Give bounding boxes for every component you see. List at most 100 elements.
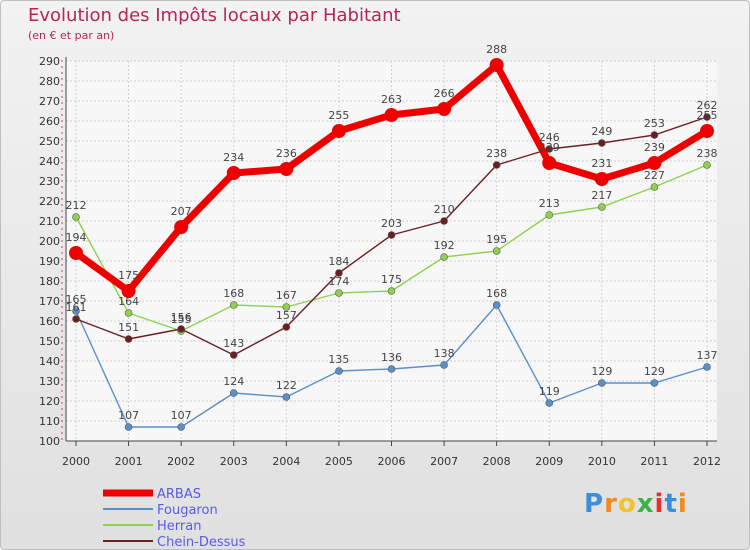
data-label-herran: 195	[486, 233, 507, 246]
data-label-chein-dessus: 262	[697, 99, 718, 112]
y-tick-label: 210	[39, 215, 60, 228]
logo-letter: x	[636, 489, 655, 519]
data-label-herran: 167	[276, 289, 297, 302]
data-label-arbas: 231	[591, 157, 612, 170]
point-chein-dessus	[72, 315, 80, 323]
y-tick-label: 110	[39, 415, 60, 428]
point-chein-dessus	[545, 145, 554, 153]
data-labels: 194 175 207 234 236 255 263 266 288 239 231 239 255 1…	[66, 43, 718, 422]
point-chein-dessus	[440, 217, 448, 225]
logo-letter: o	[617, 489, 637, 519]
logo-letter: t	[664, 489, 678, 519]
x-tick-label: 2000	[62, 455, 90, 468]
point-chein-dessus	[598, 139, 606, 147]
point-arbas	[489, 58, 504, 72]
y-tick-label: 240	[39, 155, 60, 168]
x-tick-label: 2012	[693, 455, 721, 468]
data-label-chein-dessus: 253	[644, 117, 665, 130]
data-label-arbas: 207	[171, 205, 192, 218]
point-arbas	[647, 156, 662, 170]
point-herran	[492, 247, 501, 255]
point-arbas	[226, 166, 241, 180]
point-herran	[124, 309, 133, 317]
data-label-fougaron: 119	[539, 385, 560, 398]
axes: 100 110 120 130 140 150 160 170 180 190 200 210 220 2…	[39, 55, 721, 468]
point-chein-dessus	[282, 323, 291, 331]
data-label-chein-dessus: 210	[434, 203, 455, 216]
point-herran	[545, 211, 554, 219]
y-tick-label: 160	[39, 315, 60, 328]
data-label-chein-dessus: 249	[591, 125, 612, 138]
point-herran	[387, 287, 396, 295]
point-fougaron	[282, 393, 291, 401]
data-label-arbas: 234	[223, 151, 244, 164]
x-tick-label: 2004	[272, 455, 300, 468]
legend-label-arbas: ARBAS	[157, 487, 201, 502]
point-chein-dessus	[703, 113, 711, 121]
data-label-fougaron: 107	[118, 409, 139, 422]
data-label-fougaron: 135	[328, 353, 349, 366]
data-label-arbas: 255	[697, 109, 718, 122]
y-tick-label: 150	[39, 335, 60, 348]
y-tick-label: 100	[39, 435, 60, 448]
point-fougaron	[335, 367, 343, 375]
y-tick-label: 280	[39, 75, 60, 88]
data-label-fougaron: 129	[591, 365, 612, 378]
data-label-chein-dessus: 157	[276, 309, 297, 322]
y-tick-label: 130	[39, 375, 60, 388]
y-tick-label: 170	[39, 295, 60, 308]
y-tick-label: 200	[39, 235, 60, 248]
data-label-arbas: 263	[381, 93, 402, 106]
grid	[66, 60, 717, 442]
point-chein-dessus	[124, 335, 133, 343]
x-tick-label: 2011	[640, 455, 668, 468]
data-label-fougaron: 129	[644, 365, 665, 378]
data-label-chein-dessus: 184	[328, 255, 349, 268]
data-label-chein-dessus: 161	[66, 301, 87, 314]
data-label-fougaron: 124	[223, 375, 244, 388]
data-label-chein-dessus: 238	[486, 147, 507, 160]
data-label-arbas: 288	[486, 43, 507, 56]
data-label-arbas: 266	[434, 87, 455, 100]
chart-subtitle: (en € et par an)	[28, 29, 115, 42]
data-label-chein-dessus: 156	[171, 311, 192, 324]
y-tick-label: 140	[39, 355, 60, 368]
data-label-herran: 175	[381, 273, 402, 286]
proxiti-logo: Proxiti	[584, 489, 688, 519]
logo-letter: i	[654, 489, 665, 519]
data-label-herran: 168	[223, 287, 244, 300]
point-herran	[703, 161, 711, 169]
chart-title: Evolution des Impôts locaux par Habitant	[28, 5, 401, 26]
point-chein-dessus	[492, 161, 501, 169]
data-label-fougaron: 138	[434, 347, 455, 360]
point-fougaron	[703, 363, 711, 371]
point-arbas	[542, 156, 557, 170]
data-label-herran: 192	[434, 239, 455, 252]
legend-label-fougaron: Fougaron	[157, 503, 218, 518]
data-label-herran: 227	[644, 169, 665, 182]
point-arbas	[331, 124, 346, 138]
data-label-arbas: 175	[118, 269, 139, 282]
y-tick-label: 260	[39, 115, 60, 128]
logo-letter: r	[604, 489, 618, 519]
x-tick-label: 2006	[378, 455, 406, 468]
data-label-herran: 212	[66, 199, 87, 212]
point-herran	[72, 213, 80, 221]
x-tick-label: 2002	[167, 455, 195, 468]
data-label-fougaron: 107	[171, 409, 192, 422]
data-label-chein-dessus: 143	[223, 337, 244, 350]
logo-letter: i	[677, 489, 688, 519]
point-chein-dessus	[387, 231, 396, 239]
x-tick-label: 2007	[430, 455, 458, 468]
data-label-herran: 238	[697, 147, 718, 160]
point-fougaron	[72, 307, 80, 315]
data-label-fougaron: 168	[486, 287, 507, 300]
point-herran	[650, 183, 659, 191]
legend-label-chein-dessus: Chein-Dessus	[157, 535, 246, 549]
data-label-fougaron: 136	[381, 351, 402, 364]
point-chein-dessus	[335, 269, 343, 277]
point-fougaron	[177, 423, 185, 431]
y-tick-label: 290	[39, 55, 60, 68]
point-arbas	[700, 124, 714, 138]
